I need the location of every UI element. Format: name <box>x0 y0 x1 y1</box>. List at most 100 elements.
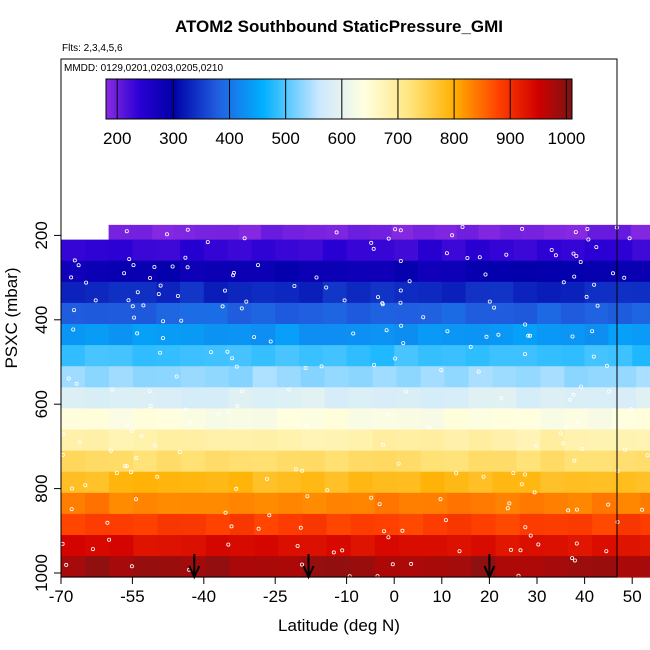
heatmap-cell <box>108 324 133 346</box>
heatmap-cell <box>133 556 159 578</box>
sample-point <box>69 507 74 512</box>
sample-point <box>401 341 406 346</box>
heatmap-cell <box>203 281 229 304</box>
heatmap-cell <box>228 471 254 494</box>
heatmap-cell <box>302 556 328 578</box>
heatmap-cell <box>132 450 158 473</box>
heatmap-cell <box>374 492 400 515</box>
sample-point <box>578 259 583 264</box>
sample-point <box>386 535 391 540</box>
sample-point <box>622 275 627 280</box>
sample-point <box>532 490 537 495</box>
colorbar-gradient <box>105 78 573 120</box>
heatmap-cell <box>84 260 110 283</box>
heatmap-cell <box>109 513 135 536</box>
sample-point <box>571 251 576 256</box>
sample-point <box>69 275 74 280</box>
heatmap-cell <box>85 492 110 515</box>
heatmap-cell <box>420 450 446 473</box>
sample-point <box>520 226 525 231</box>
heatmap-cell <box>350 535 376 557</box>
heatmap-cell <box>350 492 376 515</box>
sample-point <box>573 230 578 235</box>
heatmap-cell <box>396 450 422 473</box>
heatmap-cell <box>84 281 110 304</box>
sample-point <box>132 315 137 320</box>
heatmap-cell <box>441 260 467 283</box>
sample-point <box>528 333 533 338</box>
heatmap-cell <box>84 345 110 367</box>
heatmap-cell <box>468 366 494 388</box>
sample-point <box>421 315 426 320</box>
heatmap-cell <box>84 450 110 473</box>
heatmap-cell <box>260 224 284 241</box>
heatmap-cell <box>418 302 443 325</box>
chart-subtitle-dates: MMDD: 0129,0201,0203,0205,0210 <box>64 63 223 74</box>
sample-point <box>108 448 113 453</box>
plot-frame <box>60 58 618 578</box>
sample-point <box>325 488 330 493</box>
sample-point <box>135 290 140 295</box>
heatmap-cell <box>84 387 110 409</box>
heatmap-cell <box>584 302 609 325</box>
heatmap-cell <box>61 408 86 430</box>
x-tick-label: 10 <box>432 587 451 606</box>
heatmap-cell <box>398 556 424 578</box>
heatmap-cell <box>636 471 650 494</box>
heatmap-cell <box>228 387 254 409</box>
colorbar-tick-label: 600 <box>328 129 356 148</box>
sample-point <box>235 403 240 408</box>
heatmap-cell <box>324 429 350 452</box>
heatmap-cell <box>612 429 637 452</box>
sample-point <box>627 236 632 241</box>
sample-point <box>222 288 227 293</box>
heatmap-cell <box>489 260 514 283</box>
heatmap-cell <box>108 224 131 241</box>
heatmap-cell <box>522 224 545 241</box>
heatmap-cell <box>444 366 470 388</box>
heatmap-cell <box>370 324 395 346</box>
heatmap-cell <box>441 324 467 346</box>
heatmap-cell <box>468 408 494 430</box>
sample-point <box>129 428 134 433</box>
heatmap-cell <box>465 239 490 262</box>
heatmap-cell <box>132 281 157 304</box>
heatmap-cell <box>252 366 278 388</box>
heatmap-cell <box>180 429 206 452</box>
heatmap-cell <box>396 387 422 409</box>
heatmap-cell <box>564 408 589 430</box>
sample-point <box>457 549 462 554</box>
heatmap-cell <box>567 535 593 557</box>
heatmap-cell <box>302 492 328 515</box>
sample-point <box>476 369 481 374</box>
sample-point <box>492 305 497 310</box>
heatmap-cell <box>348 450 374 473</box>
sample-point <box>398 288 403 293</box>
heatmap-cell <box>564 387 589 409</box>
sample-point <box>568 397 573 402</box>
heatmap-cell <box>423 492 448 515</box>
heatmap-cell <box>489 239 514 262</box>
heatmap-cell <box>278 513 303 536</box>
heatmap-cell <box>227 260 252 283</box>
heatmap-cell <box>324 408 350 430</box>
heatmap-cell <box>275 302 300 325</box>
heatmap-cell <box>156 345 181 367</box>
heatmap-cell <box>156 302 181 325</box>
heatmap-cell <box>513 239 538 262</box>
sample-point <box>304 423 309 428</box>
heatmap-cell <box>108 260 133 283</box>
sample-point <box>152 264 157 269</box>
heatmap-cell <box>61 281 86 304</box>
heatmap-cell <box>500 224 523 241</box>
sample-point <box>84 280 89 285</box>
heatmap-cell <box>612 408 637 430</box>
heatmap-cell <box>109 492 135 515</box>
heatmap-cell <box>543 492 569 515</box>
heatmap-cell <box>302 535 328 557</box>
heatmap-cell <box>513 281 538 304</box>
sample-point <box>90 547 95 552</box>
heatmap-cell <box>252 429 278 452</box>
heatmap-cell <box>61 492 86 515</box>
heatmap-cell <box>275 345 300 367</box>
